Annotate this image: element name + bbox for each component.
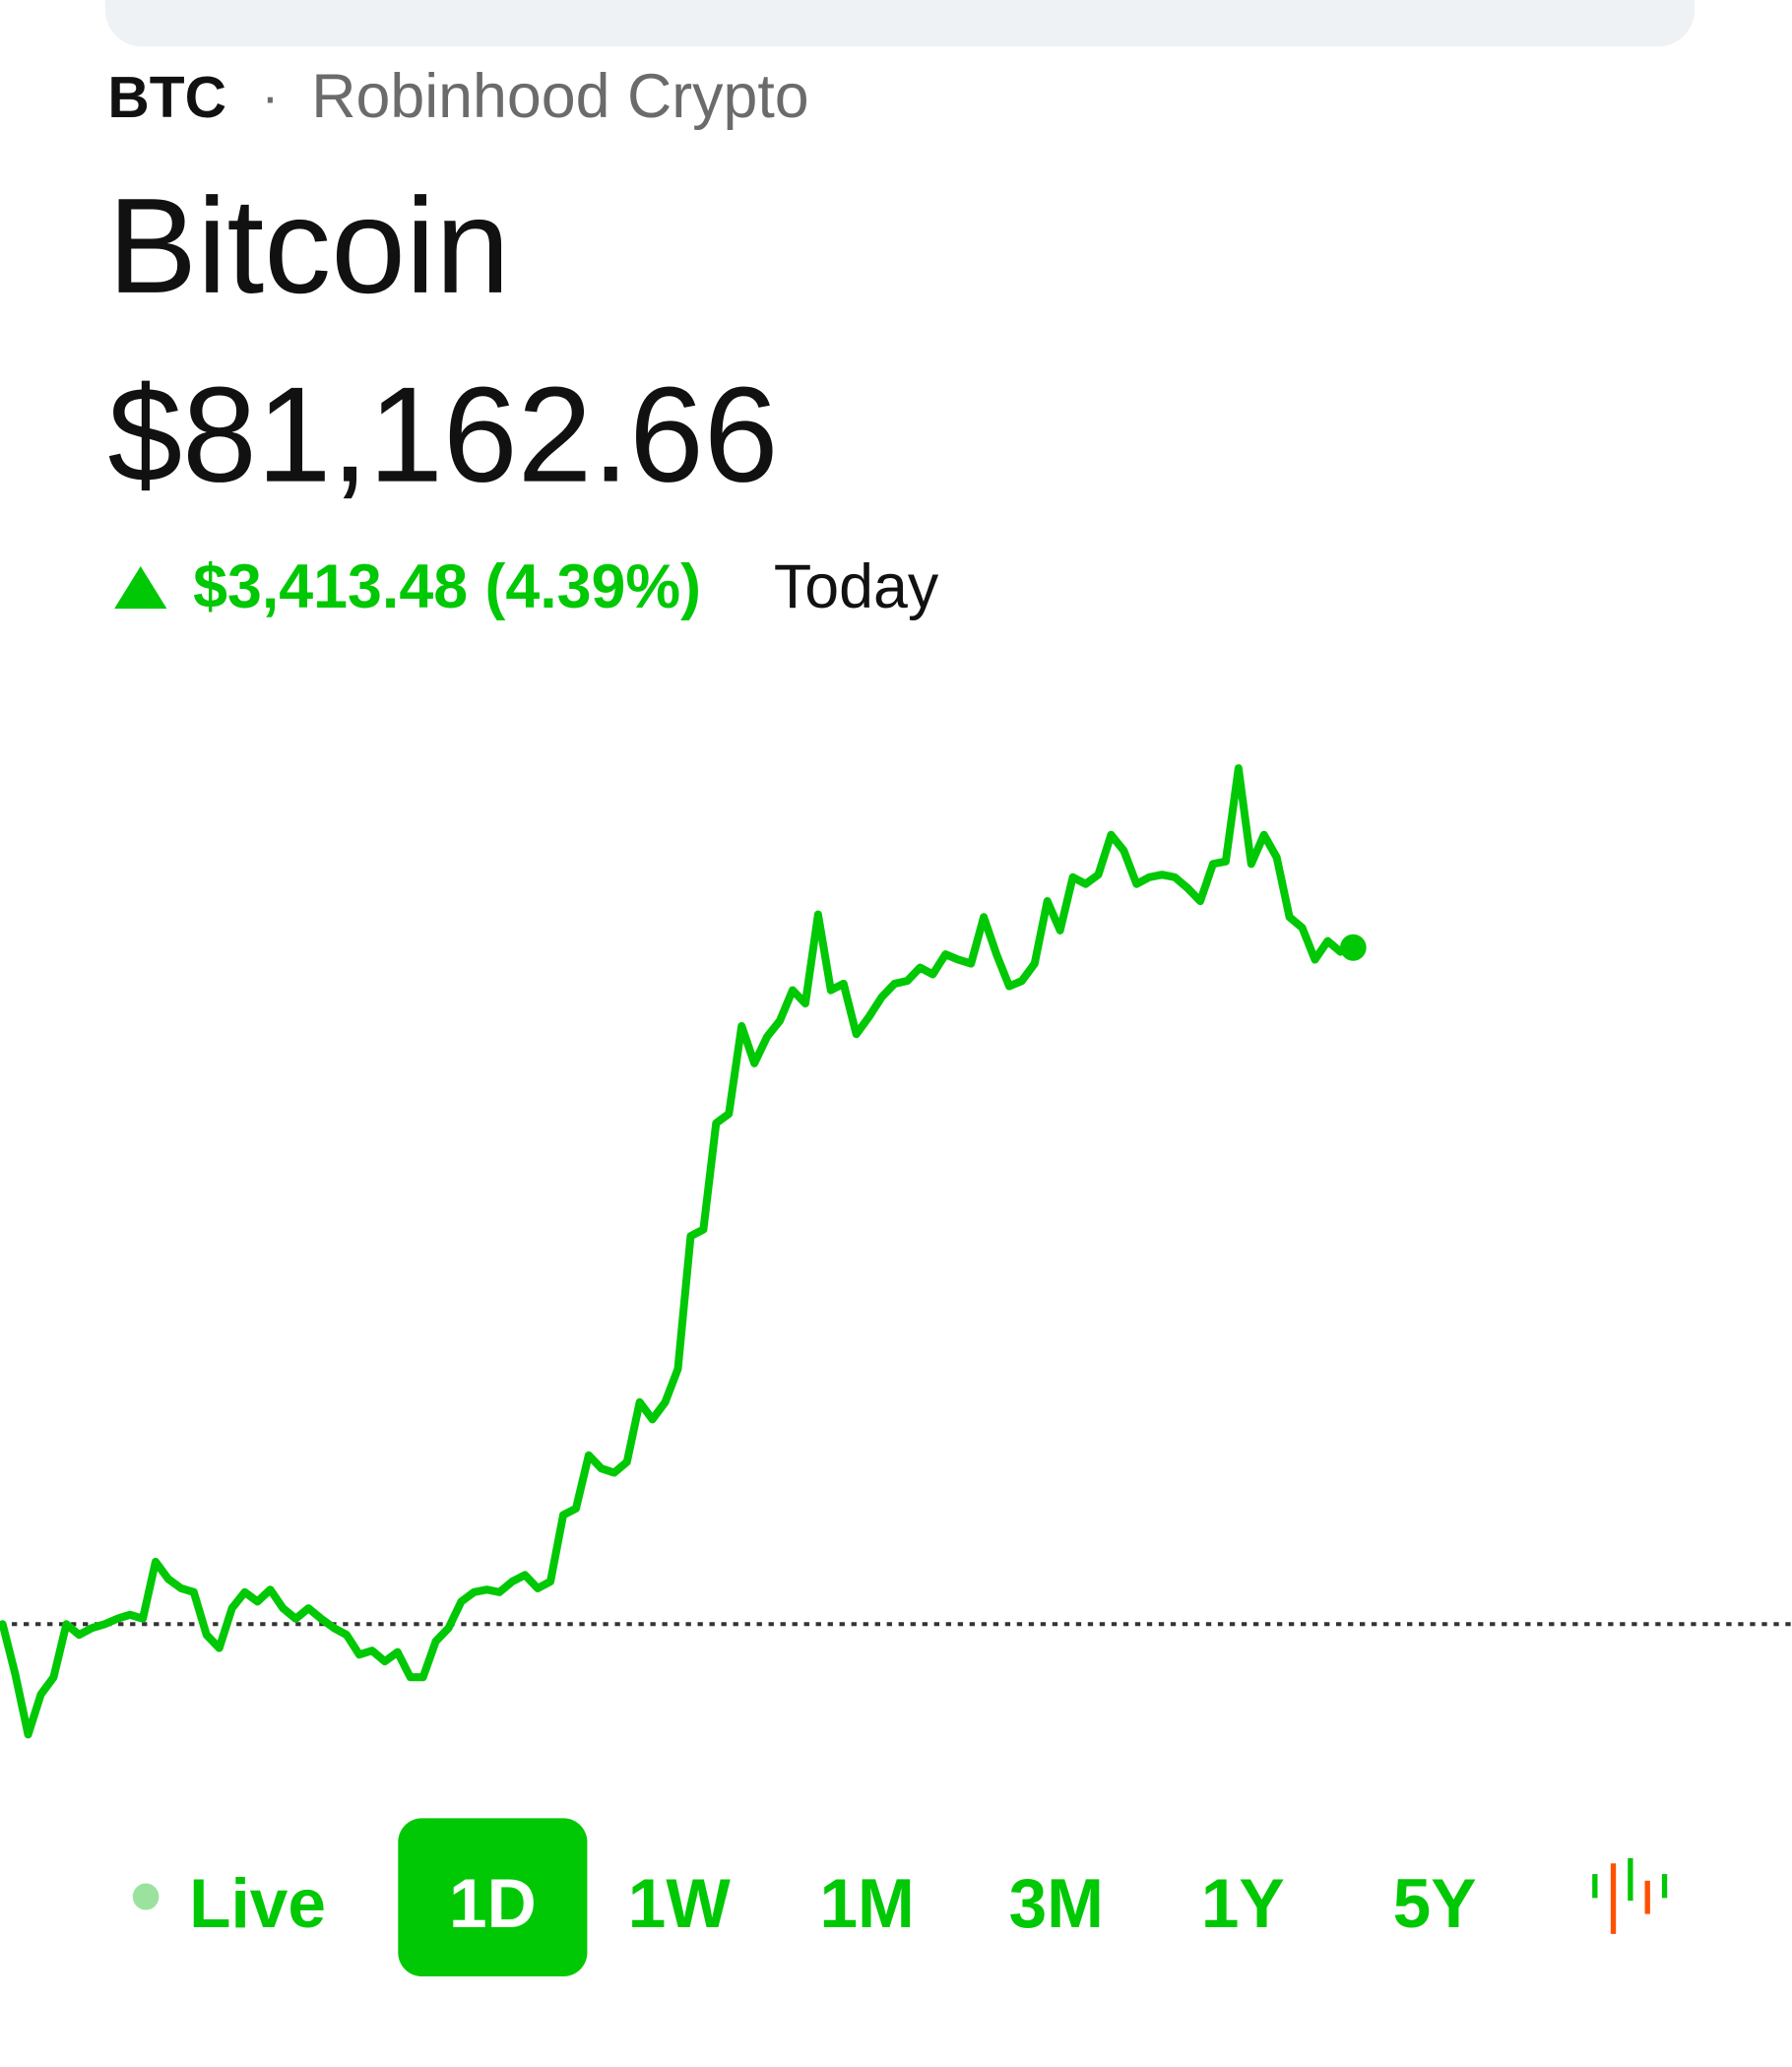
price: $81,162.66 <box>107 359 778 511</box>
asset-name: Bitcoin <box>107 170 509 322</box>
price-chart <box>0 764 1792 1739</box>
range-button[interactable]: 1M <box>819 1865 914 1942</box>
candle-toggle[interactable] <box>1592 1857 1668 1934</box>
separator: · <box>262 67 280 126</box>
live-dot <box>132 1883 160 1910</box>
source: Robinhood Crypto <box>311 61 808 130</box>
search-bar[interactable] <box>104 0 1696 47</box>
period: Today <box>774 551 939 620</box>
last-point <box>1339 934 1367 961</box>
range-button[interactable]: Live <box>189 1865 326 1942</box>
range-button[interactable]: 1W <box>628 1865 731 1942</box>
up-arrow <box>114 565 167 610</box>
range-button[interactable]: 1Y <box>1201 1865 1285 1942</box>
range-button[interactable]: 1D <box>449 1865 537 1942</box>
range-selector: Live 1D 1W 1M 3M 1Y 5Y <box>132 1818 1477 1977</box>
range-button[interactable]: 5Y <box>1393 1865 1477 1942</box>
range-selected[interactable] <box>398 1818 588 1977</box>
change: $3,413.48 (4.39%) <box>193 551 701 620</box>
price-line <box>0 764 1358 1739</box>
ticker: BTC <box>107 64 226 129</box>
range-button[interactable]: 3M <box>1009 1865 1104 1942</box>
